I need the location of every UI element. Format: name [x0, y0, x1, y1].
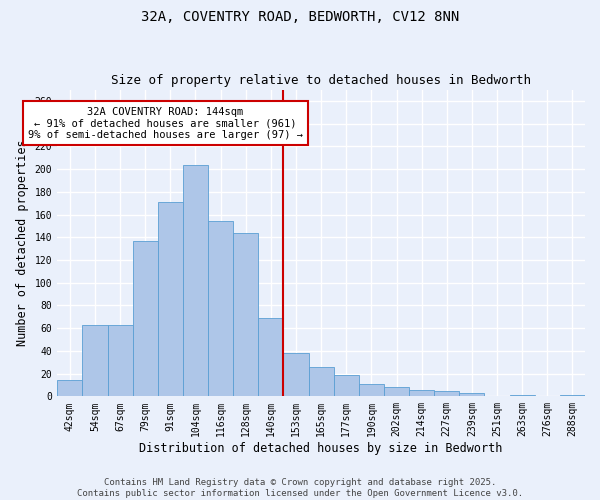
- Bar: [460, 393, 484, 396]
- Bar: [359, 384, 384, 396]
- Bar: [133, 240, 158, 396]
- Bar: [509, 395, 535, 396]
- Bar: [384, 387, 409, 396]
- Bar: [308, 367, 334, 396]
- Bar: [208, 222, 233, 396]
- Bar: [259, 318, 283, 396]
- Bar: [183, 164, 208, 396]
- Bar: [158, 202, 183, 396]
- X-axis label: Distribution of detached houses by size in Bedworth: Distribution of detached houses by size …: [139, 442, 503, 455]
- Bar: [57, 380, 82, 396]
- Y-axis label: Number of detached properties: Number of detached properties: [16, 140, 29, 346]
- Bar: [434, 390, 460, 396]
- Bar: [283, 353, 308, 397]
- Bar: [409, 390, 434, 396]
- Bar: [82, 325, 107, 396]
- Text: 32A COVENTRY ROAD: 144sqm
← 91% of detached houses are smaller (961)
9% of semi-: 32A COVENTRY ROAD: 144sqm ← 91% of detac…: [28, 106, 303, 140]
- Bar: [560, 395, 585, 396]
- Bar: [334, 374, 359, 396]
- Text: 32A, COVENTRY ROAD, BEDWORTH, CV12 8NN: 32A, COVENTRY ROAD, BEDWORTH, CV12 8NN: [141, 10, 459, 24]
- Title: Size of property relative to detached houses in Bedworth: Size of property relative to detached ho…: [111, 74, 531, 87]
- Text: Contains HM Land Registry data © Crown copyright and database right 2025.
Contai: Contains HM Land Registry data © Crown c…: [77, 478, 523, 498]
- Bar: [233, 232, 259, 396]
- Bar: [107, 325, 133, 396]
